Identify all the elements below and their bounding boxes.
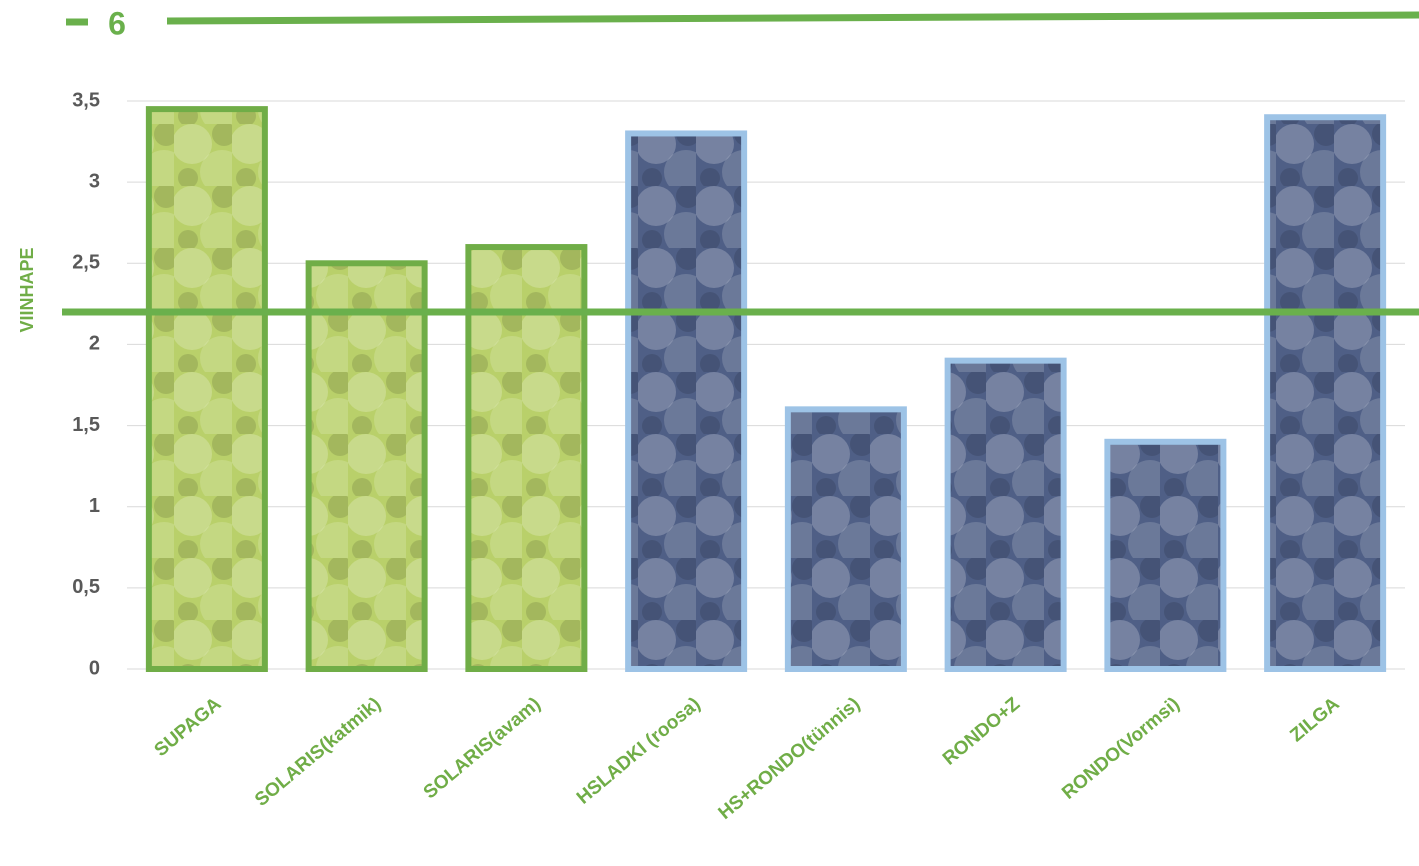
x-tick-label: HSLADKI (roosa) — [573, 694, 705, 809]
x-tick-label: SUPAGA — [151, 693, 226, 761]
y-tick-label: 3,5 — [72, 89, 100, 111]
x-tick-label: SOLARIS(katmik) — [251, 694, 385, 811]
bar-texture — [1110, 444, 1221, 666]
bar-texture — [950, 363, 1061, 666]
y-axis-title: VIINHAPE — [17, 247, 37, 332]
bar-texture — [631, 136, 742, 666]
x-tick-label: RONDO(Vormsi) — [1058, 694, 1184, 804]
bar-texture — [311, 266, 422, 666]
y-tick-label: 1,5 — [72, 414, 100, 436]
y-tick-label: 2,5 — [72, 252, 100, 274]
y-tick-label: 2 — [89, 333, 100, 355]
x-tick-label: HS+RONDO(tünnis) — [715, 694, 865, 824]
header-line — [166, 11, 1419, 25]
page-number: 6 — [108, 5, 126, 41]
y-tick-label: 0,5 — [72, 576, 100, 598]
bar-texture — [790, 412, 901, 666]
bar-texture — [471, 250, 582, 667]
x-tick-label: ZILGA — [1286, 693, 1343, 746]
y-tick-label: 0 — [89, 657, 100, 679]
y-tick-label: 3 — [89, 170, 100, 192]
x-tick-label: SOLARIS(avam) — [420, 694, 545, 804]
x-tick-label: RONDO+Z — [939, 693, 1024, 769]
bar-texture — [1270, 120, 1381, 666]
y-tick-label: 1 — [89, 495, 100, 517]
bar-texture — [151, 112, 262, 667]
